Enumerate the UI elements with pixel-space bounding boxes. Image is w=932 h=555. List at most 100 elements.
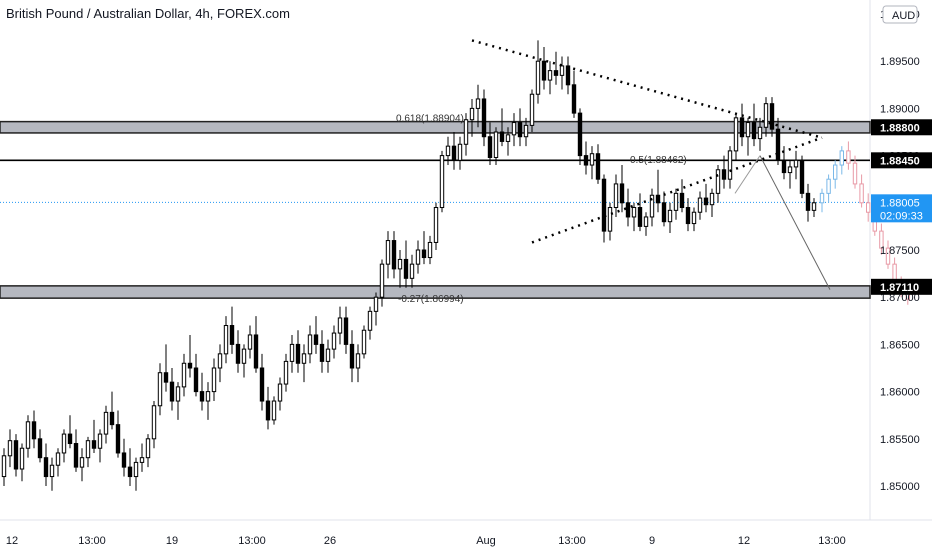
time-tick-label: 12 <box>738 535 750 547</box>
time-tick-label: 12 <box>6 535 18 547</box>
candle <box>367 310 373 331</box>
candle <box>679 192 685 209</box>
candle <box>505 134 511 142</box>
candle <box>601 178 607 232</box>
price-tick-label: 1.87500 <box>880 245 920 257</box>
candle <box>439 155 445 209</box>
projection-candle <box>892 263 897 281</box>
candle <box>583 155 589 166</box>
current-price-label: 1.88005 <box>880 197 920 209</box>
candle <box>739 117 745 138</box>
candle <box>685 207 691 225</box>
candle <box>79 457 85 468</box>
time-tick-label: 13:00 <box>818 535 846 547</box>
candle <box>463 119 469 145</box>
price-level-label: 1.88450 <box>880 155 920 167</box>
candle <box>271 400 277 421</box>
candle <box>145 438 151 459</box>
candle <box>163 372 169 383</box>
projection-candle <box>846 150 851 164</box>
candle <box>103 411 109 435</box>
projection-candle <box>879 230 884 249</box>
candle <box>127 466 133 478</box>
time-tick-label: 13:00 <box>238 535 266 547</box>
candle <box>259 367 265 402</box>
candle <box>745 122 751 138</box>
candle <box>445 145 451 157</box>
candle <box>427 241 433 259</box>
candle <box>415 249 421 265</box>
candle <box>247 334 253 350</box>
time-tick-label: 19 <box>166 535 178 547</box>
candle <box>709 192 715 206</box>
projection-candle <box>885 247 891 265</box>
currency-button-label[interactable]: AUD <box>892 10 915 22</box>
price-tick-label: 1.85000 <box>880 481 920 493</box>
price-level-label: 1.88800 <box>880 122 920 134</box>
candle <box>769 103 775 130</box>
candle <box>721 169 727 180</box>
candle <box>631 207 637 218</box>
candle <box>787 166 793 174</box>
candle <box>349 343 355 369</box>
candle <box>391 240 397 270</box>
candle <box>61 433 67 454</box>
countdown-label: 02:09:33 <box>880 210 923 222</box>
candle <box>481 98 487 138</box>
candle <box>49 464 55 478</box>
sr-zone-0 <box>0 120 871 134</box>
candle <box>253 334 259 369</box>
candle <box>355 353 361 369</box>
candle <box>451 145 457 161</box>
candle <box>811 202 817 211</box>
candle <box>523 124 529 138</box>
candle <box>121 452 127 468</box>
candle <box>139 457 145 463</box>
candle <box>751 122 757 140</box>
chart-title: British Pound / Australian Dollar, 4h, F… <box>6 6 290 21</box>
candle <box>199 391 205 402</box>
currency-button[interactable] <box>882 5 918 24</box>
candle <box>175 386 181 402</box>
candle <box>97 433 103 449</box>
candle <box>559 65 565 76</box>
candle <box>157 372 163 407</box>
candle <box>565 65 571 86</box>
candle <box>85 440 91 459</box>
candle <box>493 131 499 158</box>
time-tick-label: 13:00 <box>78 535 106 547</box>
candle <box>541 60 547 81</box>
candle <box>589 153 595 166</box>
candle <box>109 411 115 426</box>
candle <box>775 128 781 161</box>
candle <box>1 455 7 478</box>
candle <box>607 207 613 232</box>
candle <box>151 405 157 440</box>
candle <box>169 381 175 402</box>
projection-candle <box>833 164 838 180</box>
candle <box>385 240 391 265</box>
price-tick-label: 1.86500 <box>880 339 920 351</box>
price-tick-label: 1.89000 <box>880 103 920 115</box>
candle <box>637 207 643 227</box>
candle <box>211 367 217 393</box>
price-level-tag <box>871 119 932 136</box>
projection-candle <box>839 150 844 166</box>
projection-candle <box>866 202 871 213</box>
candle <box>625 202 631 218</box>
candle <box>403 258 409 279</box>
candle <box>475 98 481 109</box>
candle <box>643 216 649 227</box>
candle <box>187 362 193 369</box>
candle <box>727 150 733 180</box>
current-price-tag <box>871 194 932 223</box>
candle <box>295 343 301 364</box>
candle <box>43 457 49 478</box>
time-tick-label: 13:00 <box>558 535 586 547</box>
candle <box>115 424 121 454</box>
candle <box>73 443 79 468</box>
candle <box>193 367 199 393</box>
candle <box>457 143 463 161</box>
